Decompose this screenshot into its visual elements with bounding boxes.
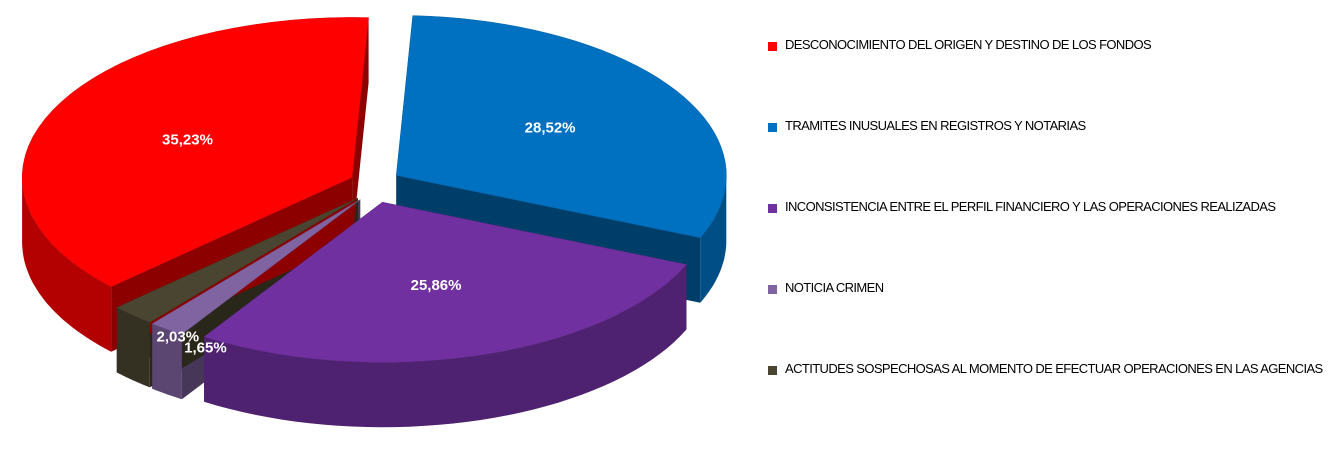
legend: DESCONOCIMIENTO DEL ORIGEN Y DESTINO DE …	[768, 37, 1338, 443]
value-label: 35,23%	[162, 131, 213, 148]
pie-chart: 28,52% 25,86% 1,65%2,03% 35,23%	[21, 15, 727, 428]
legend-swatch	[768, 285, 777, 294]
slice-wall	[352, 17, 369, 243]
slice	[116, 197, 358, 323]
value-label: 25,86%	[411, 277, 462, 294]
slice-side	[204, 264, 687, 428]
legend-label: INCONSISTENCIA ENTRE EL PERFIL FINANCIER…	[785, 199, 1276, 214]
value-label: 28,52%	[525, 120, 576, 137]
legend-swatch	[768, 204, 777, 213]
legend-item: TRAMITES INUSUALES EN REGISTROS Y NOTARI…	[768, 118, 1338, 200]
slice	[396, 15, 727, 238]
legend-item: ACTITUDES SOSPECHOSAS AL MOMENTO DE EFEC…	[768, 361, 1338, 443]
legend-item: NOTICIA CRIMEN	[768, 280, 1338, 362]
legend-item: DESCONOCIMIENTO DEL ORIGEN Y DESTINO DE …	[768, 37, 1338, 119]
legend-swatch	[768, 123, 777, 132]
slice-side	[152, 323, 182, 400]
legend-item: INCONSISTENCIA ENTRE EL PERFIL FINANCIER…	[768, 199, 1338, 281]
slice	[21, 17, 369, 287]
slice	[151, 199, 361, 335]
legend-label: TRAMITES INUSUALES EN REGISTROS Y NOTARI…	[785, 118, 1086, 133]
value-label: 1,65%	[184, 340, 227, 357]
legend-label: DESCONOCIMIENTO DEL ORIGEN Y DESTINO DE …	[785, 37, 1152, 52]
slice-side	[22, 177, 112, 352]
value-label: 2,03%	[157, 328, 200, 345]
slice	[203, 201, 687, 363]
slice-side	[116, 307, 150, 388]
legend-label: ACTITUDES SOSPECHOSAS AL MOMENTO DE EFEC…	[785, 361, 1323, 376]
legend-swatch	[768, 42, 777, 51]
legend-label: NOTICIA CRIMEN	[785, 280, 884, 295]
legend-swatch	[768, 366, 777, 375]
